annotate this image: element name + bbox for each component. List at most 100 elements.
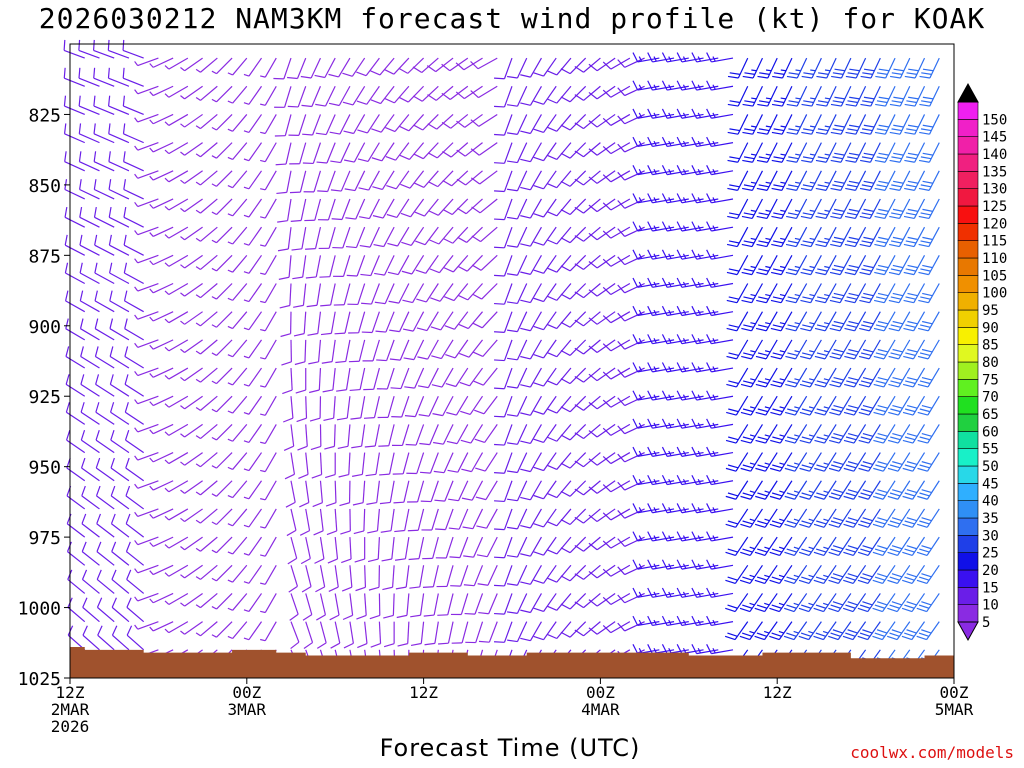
wind-barb [305,227,322,250]
colorbar-label: 105 [982,268,1007,284]
wind-barb [873,311,896,332]
wind-barb [816,114,837,135]
wind-barb [546,198,572,217]
wind-barb [376,367,395,390]
wind-barb [125,485,145,510]
wind-barb [889,142,911,163]
wind-barb [304,198,322,222]
wind-barb [560,283,587,300]
wind-barb [470,85,498,99]
wind-barb [872,480,896,500]
wind-barb [111,569,130,594]
wind-barb [180,311,203,325]
x-tick-label: 4MAR [581,700,620,719]
wind-barb [180,480,203,494]
wind-barb [546,564,572,583]
wind-barb [706,615,734,627]
wind-barb [602,423,631,436]
wind-barb [918,170,940,191]
wind-barb [180,536,203,551]
wind-barb [444,311,469,330]
wind-barb [574,593,601,609]
wind-barb [602,508,631,521]
wind-barb [845,142,867,163]
wind-barb [109,290,130,313]
wind-barb [164,170,189,183]
wind-barb [706,165,734,176]
wind-barb [370,57,395,76]
wind-barb [546,85,572,104]
wind-barb [211,254,233,272]
wind-barb [470,113,498,127]
wind-barb [370,621,382,648]
wind-barb [180,564,203,579]
wind-barb [786,142,808,163]
wind-barb [814,424,837,444]
wind-barb [180,142,203,156]
wind-barb [374,255,395,276]
wind-barb [274,114,292,137]
wind-barb [260,367,277,388]
wind-barb [706,503,734,514]
wind-barb [725,452,749,472]
wind-barb [423,593,439,617]
wind-barb [470,57,498,70]
wind-barb [364,424,380,448]
wind-barb [301,86,322,108]
wind-barb [164,367,189,380]
wind-barb [78,123,100,144]
wind-barb [448,508,469,530]
wind-barb [859,198,881,220]
wind-barb [814,311,837,332]
wind-barb [134,339,159,348]
wind-barb [320,311,336,336]
wind-barb [433,424,454,445]
wind-barb [260,170,277,191]
wind-barb [397,621,410,647]
wind-barb [211,536,233,554]
wind-barb [465,621,484,644]
wind-barb [857,621,881,641]
wind-barb [799,452,822,472]
wind-barb [783,621,808,641]
wind-barb [316,593,327,621]
wind-barb [520,226,542,247]
wind-barb [919,57,940,79]
wind-barb [814,452,837,472]
wind-barb [180,254,203,269]
wind-barb [754,593,778,613]
wind-barb [243,170,263,190]
wind-barb [402,311,425,332]
wind-barb [843,564,867,585]
wind-barb [428,170,454,188]
wind-barb [317,198,336,221]
wind-barb [124,318,144,341]
wind-barb [367,508,380,534]
wind-barb [227,452,248,470]
wind-barb [285,480,296,508]
wind-barb [125,513,145,538]
wind-barb [123,206,144,228]
wind-barb [903,198,926,220]
wind-barb [149,142,174,153]
wind-barb [602,536,631,549]
wind-barb [786,198,808,220]
wind-barb [442,142,469,158]
wind-barb [918,311,940,332]
wind-barb [313,508,324,536]
colorbar-swatch [957,535,979,553]
wind-barb [725,424,749,444]
wind-barb [388,283,410,304]
wind-barb [306,283,322,308]
wind-barb [560,311,587,328]
wind-barb [164,198,189,211]
wind-barb [278,255,292,280]
wind-barb [149,480,174,491]
wind-barb [122,123,144,144]
wind-barb [383,593,395,619]
wind-barb [124,429,145,454]
wind-barb [307,311,322,336]
wind-barb [770,283,793,304]
wind-barb [107,67,130,87]
wind-barb [211,480,233,497]
